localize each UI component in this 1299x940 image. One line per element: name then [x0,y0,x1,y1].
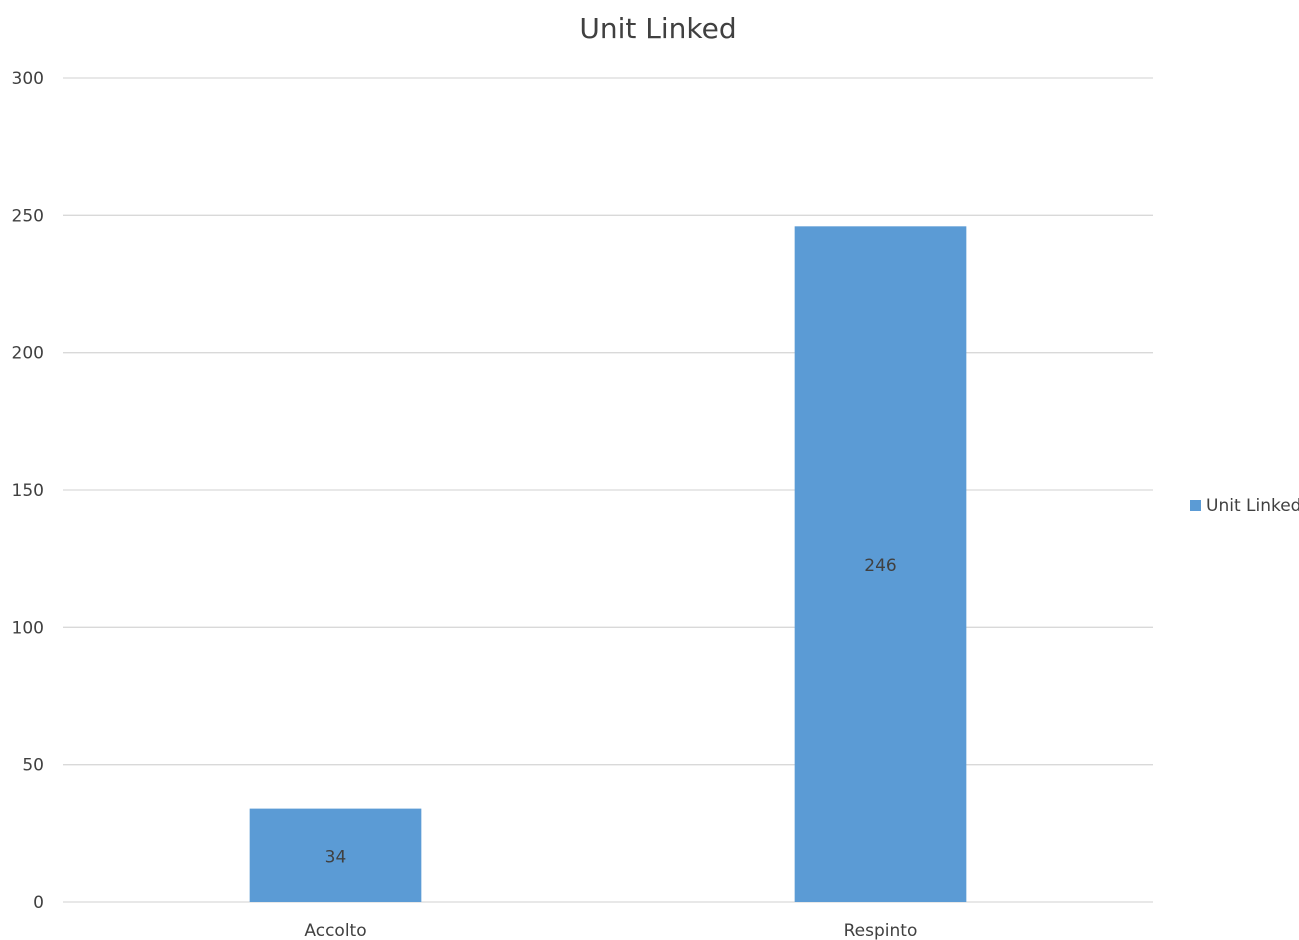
bar-accolto [249,808,422,902]
x-axis-categories: Accolto Respinto [304,921,917,940]
data-label: 34 [325,847,347,867]
legend-swatch [1190,500,1201,511]
gridlines [63,77,1153,903]
y-tick-label: 300 [12,69,44,89]
chart-title: Unit Linked [579,12,736,45]
y-tick-label: 200 [12,344,44,364]
y-tick-label: 250 [12,206,44,226]
y-tick-label: 150 [12,481,44,501]
legend: Unit Linked [1190,496,1299,516]
bars: 34 246 [249,226,967,902]
x-category-label: Respinto [844,921,918,940]
legend-label: Unit Linked [1206,496,1299,516]
y-axis-ticks: 0 50 100 150 200 250 300 [12,69,44,913]
y-tick-label: 100 [12,618,44,638]
bar-respinto [794,226,967,902]
y-tick-label: 50 [22,756,44,776]
data-label: 246 [864,556,896,576]
y-tick-label: 0 [33,893,44,913]
x-category-label: Accolto [304,921,366,940]
